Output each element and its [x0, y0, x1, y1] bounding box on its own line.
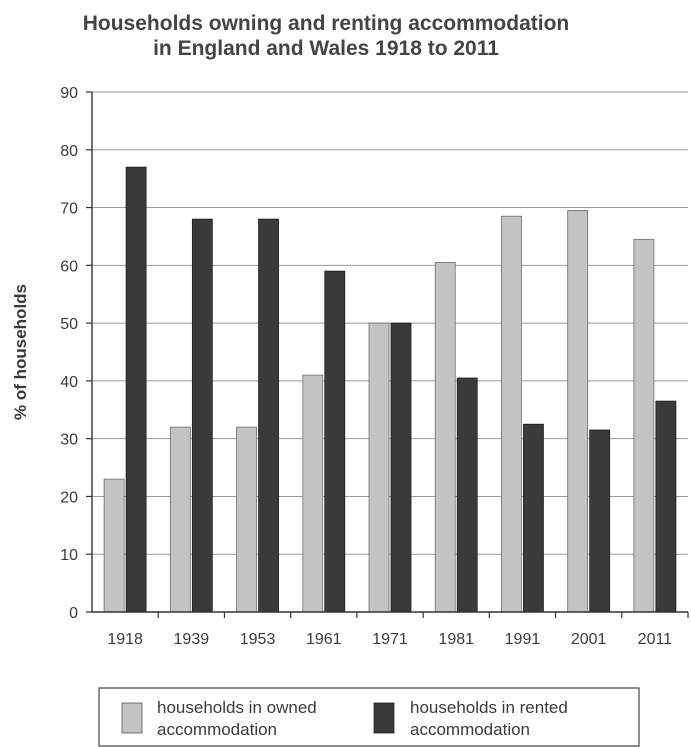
y-tick-label: 80 — [60, 143, 78, 160]
legend-label-owned-line-1: households in owned — [157, 698, 317, 717]
y-tick-label: 10 — [60, 547, 78, 564]
x-tick-label: 2001 — [571, 631, 607, 648]
y-axis-title: % of households — [11, 284, 30, 420]
legend-label-rented-line-1: households in rented — [410, 698, 568, 717]
x-tick-label: 1953 — [240, 631, 276, 648]
bar-rented-1953 — [258, 218, 279, 613]
legend-box — [98, 687, 640, 747]
bar-rented-1981 — [456, 377, 478, 613]
y-tick-label: 0 — [69, 605, 78, 622]
x-tick-label: 1971 — [372, 631, 408, 648]
y-tick-label: 50 — [60, 316, 78, 333]
bar-owned-2001 — [567, 210, 589, 613]
bar-owned-1918 — [103, 478, 125, 613]
y-tick-label: 60 — [60, 258, 78, 275]
legend-label-rented-line-2: accommodation — [410, 720, 530, 739]
bar-rented-2011 — [655, 400, 677, 613]
bar-rented-1991 — [523, 423, 544, 613]
gridlines — [92, 91, 688, 555]
x-tick-label: 1981 — [438, 631, 474, 648]
bar-owned-1981 — [434, 262, 456, 613]
chart-title-line-1: Households owning and renting accommodat… — [83, 12, 570, 35]
y-axis-ticks: 0 10 20 30 40 50 60 70 80 90 — [60, 85, 92, 622]
legend-swatch-owned — [121, 702, 143, 734]
bar-owned-1939 — [169, 426, 191, 613]
x-tick-label: 1939 — [174, 631, 210, 648]
legend-label-owned-line-2: accommodation — [157, 720, 277, 739]
chart-title-line-2: in England and Wales 1918 to 2011 — [153, 37, 499, 60]
bar-owned-1961 — [302, 374, 324, 613]
bars — [103, 166, 677, 613]
y-tick-label: 30 — [60, 432, 78, 449]
x-tick-label: 1961 — [306, 631, 342, 648]
bar-rented-2001 — [589, 429, 611, 613]
x-tick-label: 2011 — [638, 631, 673, 648]
x-tick-label: 1991 — [505, 631, 541, 648]
y-tick-label: 40 — [60, 374, 78, 391]
x-axis-ticks: 1918 1939 1953 1961 1971 1981 1991 2001 2011 — [107, 612, 689, 648]
y-tick-label: 90 — [60, 85, 78, 102]
bar-owned-1953 — [236, 426, 257, 613]
bar-rented-1961 — [324, 270, 346, 613]
y-tick-label: 70 — [60, 201, 78, 218]
y-tick-label: 20 — [60, 489, 78, 506]
x-tick-label: 1918 — [107, 631, 143, 648]
legend-swatch-rented — [373, 702, 395, 734]
legend: households in owned accommodation househ… — [98, 687, 640, 747]
bar-rented-1971 — [390, 322, 412, 613]
bar-rented-1918 — [125, 166, 147, 613]
bar-rented-1939 — [191, 218, 213, 613]
bar-owned-2011 — [633, 238, 655, 613]
bar-owned-1971 — [368, 322, 390, 613]
bar-owned-1991 — [501, 215, 522, 613]
